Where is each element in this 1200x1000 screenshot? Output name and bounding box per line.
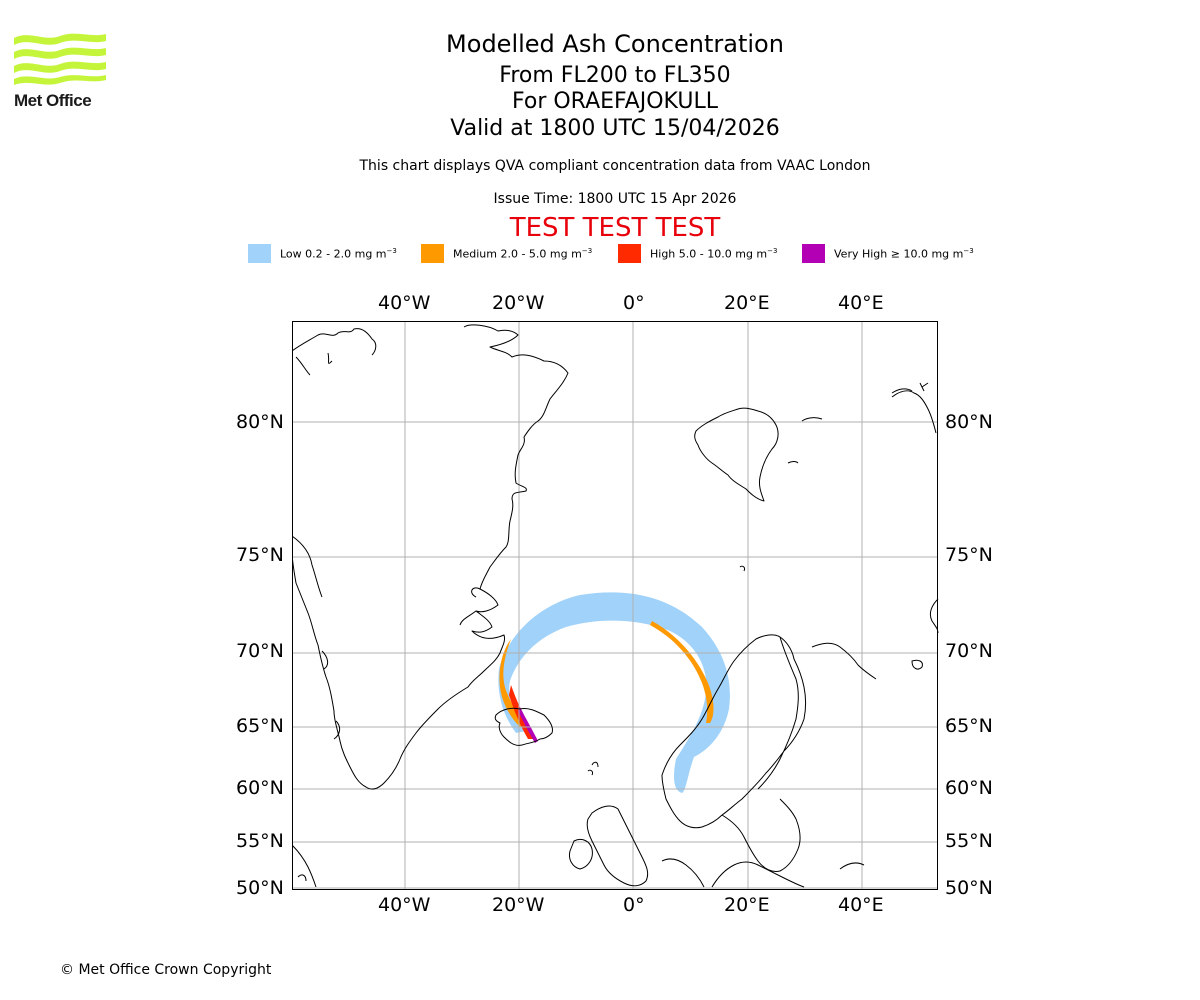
lat-label-right-70n: 70°N <box>945 640 993 662</box>
coast-jan-mayen <box>739 565 745 572</box>
graticule <box>292 321 938 890</box>
volcano-name: For ORAEFAJOKULL <box>512 89 718 114</box>
map-frame <box>292 321 938 890</box>
ash-area-very-high <box>518 707 538 743</box>
lon-label-bottom-20e: 20°E <box>724 894 770 916</box>
ash-area-medium-east <box>650 621 714 723</box>
lat-label-right-65n: 65°N <box>945 715 993 737</box>
legend-swatch-low <box>248 244 271 263</box>
coast-svalbard <box>694 407 823 502</box>
issue-time: Issue Time: 1800 UTC 15 Apr 2026 <box>493 191 737 207</box>
lat-label-left-55n: 55°N <box>236 830 284 852</box>
legend-swatch-medium <box>421 244 444 263</box>
coast-norway <box>661 634 806 776</box>
coast-iceland <box>494 707 553 746</box>
coast-europe-north <box>661 858 865 888</box>
legend-item-high: High 5.0 - 10.0 mg m−3 <box>618 244 777 263</box>
coast-british-isles <box>569 805 649 887</box>
lat-label-left-75n: 75°N <box>236 544 284 566</box>
compliance-note: This chart displays QVA compliant concen… <box>359 158 871 174</box>
lat-label-right-55n: 55°N <box>945 830 993 852</box>
lon-label-bottom-40w: 40°W <box>378 894 431 916</box>
test-banner: TEST TEST TEST <box>509 213 721 243</box>
coast-franz-josef <box>891 382 929 394</box>
lon-label-bottom-0: 0° <box>623 894 645 916</box>
met-office-logo-text: Met Office <box>14 91 92 110</box>
legend-item-medium: Medium 2.0 - 5.0 mg m−3 <box>421 244 592 263</box>
ash-plume <box>498 592 730 793</box>
lon-label-bottom-20w: 20°W <box>492 894 545 916</box>
valid-time: Valid at 1800 UTC 15/04/2026 <box>450 116 780 141</box>
coast-greenland-inlets <box>321 587 481 740</box>
ash-area-medium-west <box>499 639 524 727</box>
lon-label-bottom-40e: 40°E <box>838 894 884 916</box>
lat-label-right-50n: 50°N <box>945 877 993 899</box>
lat-label-left-60n: 60°N <box>236 777 284 799</box>
lat-label-left-70n: 70°N <box>236 640 284 662</box>
coast-baltic <box>721 798 801 872</box>
legend-swatch-very-high <box>802 244 825 263</box>
legend-swatch-high <box>618 244 641 263</box>
legend-label-high: High 5.0 - 10.0 mg m−3 <box>650 246 778 261</box>
copyright-notice: © Met Office Crown Copyright <box>60 962 272 978</box>
lon-label-top-40e: 40°E <box>838 292 884 314</box>
lat-label-right-60n: 60°N <box>945 777 993 799</box>
lon-label-top-20w: 20°W <box>492 292 545 314</box>
legend-label-very-high: Very High ≥ 10.0 mg m−3 <box>834 246 974 261</box>
lon-label-top-40w: 40°W <box>378 292 431 314</box>
lon-label-top-0: 0° <box>623 292 645 314</box>
lat-label-right-75n: 75°N <box>945 544 993 566</box>
chart-title: Modelled Ash Concentration <box>446 30 784 58</box>
met-office-logo <box>14 33 106 85</box>
legend-label-low: Low 0.2 - 2.0 mg m−3 <box>280 246 397 261</box>
lat-label-right-80n: 80°N <box>945 411 993 433</box>
coast-canada <box>292 844 317 888</box>
legend-label-medium: Medium 2.0 - 5.0 mg m−3 <box>453 246 593 261</box>
legend-item-low: Low 0.2 - 2.0 mg m−3 <box>248 244 397 263</box>
lon-label-top-20e: 20°E <box>724 292 770 314</box>
coastlines <box>292 324 939 888</box>
lat-label-left-80n: 80°N <box>236 411 284 433</box>
flight-levels: From FL200 to FL350 <box>499 63 731 88</box>
lat-label-left-65n: 65°N <box>236 715 284 737</box>
legend-item-very-high: Very High ≥ 10.0 mg m−3 <box>802 244 974 263</box>
ash-map[interactable] <box>292 321 939 891</box>
coast-greenland-north <box>292 328 377 376</box>
lat-label-left-50n: 50°N <box>236 877 284 899</box>
coast-faroe <box>587 761 599 776</box>
